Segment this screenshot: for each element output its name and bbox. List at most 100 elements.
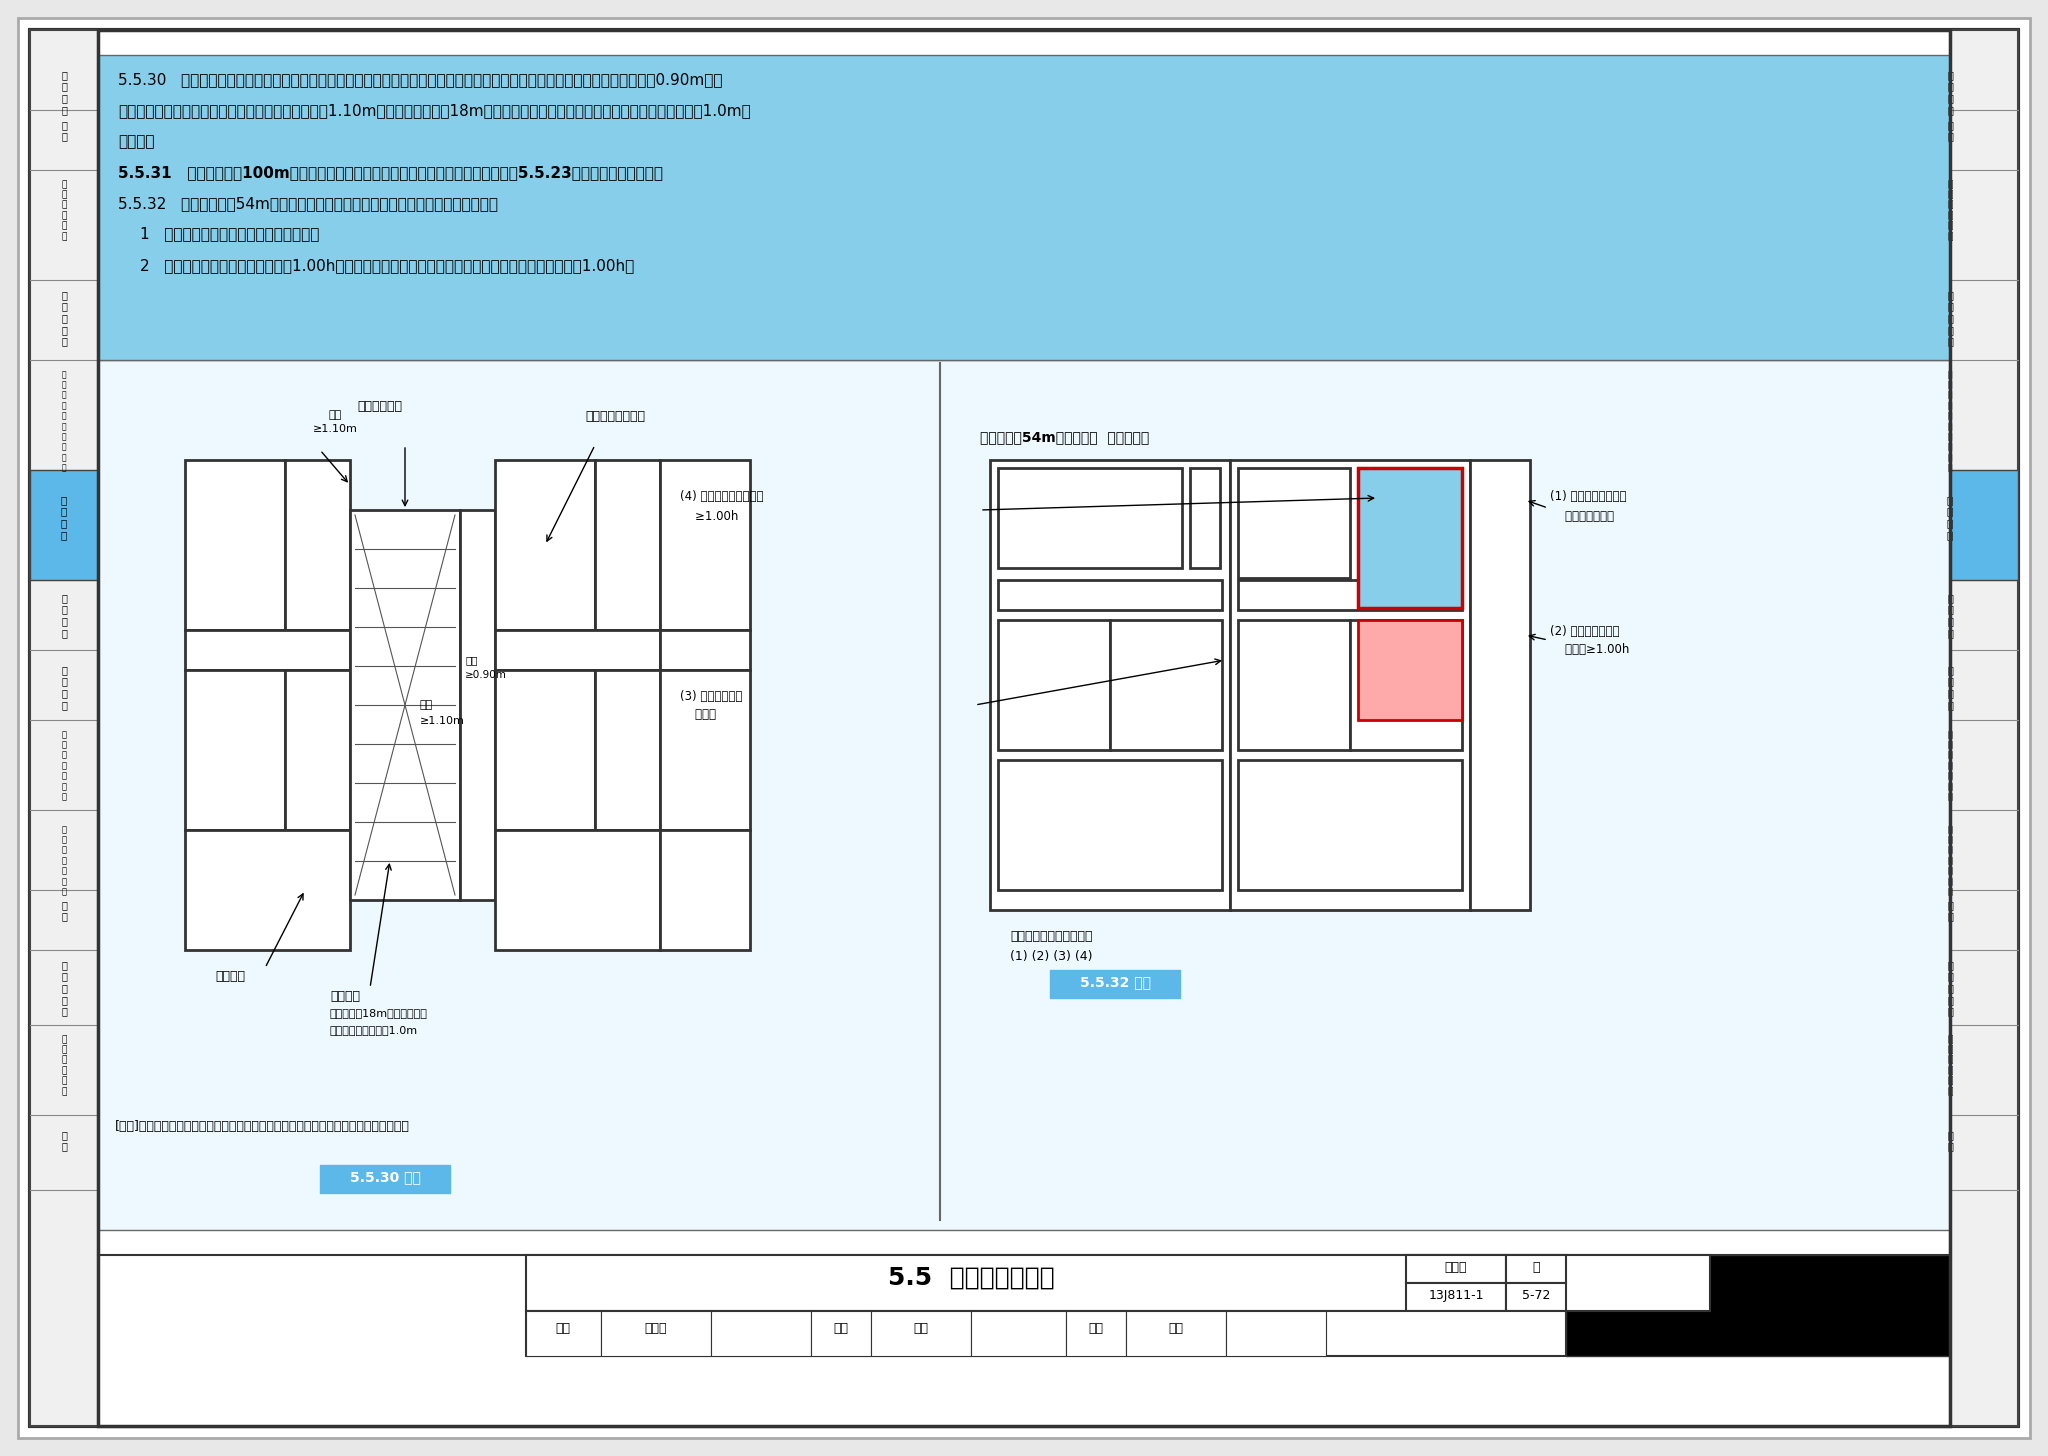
Bar (1126, 1310, 1227, 1356)
Text: (1) (2) (3) (4): (1) (2) (3) (4) (1010, 949, 1092, 962)
Bar (526, 1310, 600, 1356)
Text: 城
市
交
通
隧
道: 城 市 交 通 隧 道 (1948, 1035, 1952, 1096)
Bar (659, 670, 750, 830)
Bar (1567, 1255, 1950, 1356)
Bar (98, 55, 1950, 360)
Bar (811, 1310, 870, 1356)
Text: 校对: 校对 (834, 1322, 848, 1335)
Text: 5.5.30   住宅建筑的户门、安全出口、疏散走道和疏散楼梯的各自总净宽度应经计算确定，且户门和安全出口的净宽度不应小于0.90m，疏: 5.5.30 住宅建筑的户门、安全出口、疏散走道和疏散楼梯的各自总净宽度应经计算… (119, 71, 723, 87)
Text: 5.5.30 图示: 5.5.30 图示 (350, 1171, 420, 1184)
Text: 设计: 设计 (1087, 1322, 1104, 1335)
Text: 建
筑
构
造: 建 筑 构 造 (61, 593, 68, 638)
Text: 5.5.32   建筑高度大于54m的住宅建筑，每户应有一间房间符合下列规定：【图示】: 5.5.32 建筑高度大于54m的住宅建筑，每户应有一间房间符合下列规定：【图示… (119, 197, 498, 211)
Bar (496, 460, 596, 630)
Bar (659, 630, 750, 670)
Text: 目
录: 目 录 (61, 119, 68, 141)
Bar (1110, 620, 1223, 750)
Bar (1950, 31, 2017, 1425)
Bar (1505, 1283, 1567, 1310)
Text: 编
制
说
明: 编 制 说 明 (61, 70, 68, 115)
Bar (659, 830, 750, 949)
Bar (1237, 579, 1462, 610)
Bar (1505, 1255, 1567, 1283)
Bar (1350, 620, 1462, 750)
Text: 供
暖
、
空
调
通
风: 供 暖 、 空 调 通 风 (1948, 826, 1952, 897)
Text: (3) 门宜采用乙级: (3) 门宜采用乙级 (680, 690, 741, 703)
Bar (461, 510, 496, 900)
Bar (659, 460, 750, 630)
Text: 火极限≥1.00h: 火极限≥1.00h (1550, 644, 1630, 657)
Bar (1237, 760, 1462, 890)
Text: 高杰: 高杰 (1169, 1322, 1184, 1335)
Bar (1051, 970, 1180, 997)
Text: 消
防
设
置
和
设
备: 消 防 设 置 和 设 备 (61, 729, 66, 801)
Text: 民
用
建
筑: 民 用 建 筑 (1948, 495, 1954, 540)
Text: 灭
火
设
施: 灭 火 设 施 (61, 665, 68, 709)
Bar (596, 670, 659, 830)
Text: 5.5  安全疏散和避难: 5.5 安全疏散和避难 (887, 1267, 1055, 1290)
Text: 厂
房
和
仓
库: 厂 房 和 仓 库 (61, 290, 68, 347)
Bar (184, 630, 350, 670)
Text: 总
术
符
则
语
号: 总 术 符 则 语 号 (1948, 181, 1952, 242)
Text: 甲
、
乙
丙
类
液
体
储
罐
区: 甲 、 乙 丙 类 液 体 储 罐 区 (1948, 370, 1952, 473)
Bar (997, 760, 1223, 890)
Text: ≥0.90m: ≥0.90m (465, 670, 506, 680)
Text: 1   应靠外墙设置，并应设置可开启外窗；: 1 应靠外墙设置，并应设置可开启外窗； (139, 226, 319, 242)
Text: 甲
、
乙
丙
类
液
体
储
罐
区: 甲 、 乙 丙 类 液 体 储 罐 区 (61, 370, 66, 473)
Text: (1) 靠外墙设置，并应: (1) 靠外墙设置，并应 (1550, 491, 1626, 502)
Bar (600, 1310, 711, 1356)
Text: 灭
火
设
施: 灭 火 设 施 (1948, 665, 1954, 709)
Text: 2   内、外墙体的耐火极限不应低于1.00h，该房间的门宜采用乙级防火门，外窗的耐火完整性不宜低于1.00h。: 2 内、外墙体的耐火极限不应低于1.00h，该房间的门宜采用乙级防火门，外窗的耐… (139, 258, 635, 272)
Bar (1190, 467, 1221, 568)
Text: 建筑高度＜18m的住宅中一边: 建筑高度＜18m的住宅中一边 (330, 1008, 428, 1018)
Text: ≥1.00h: ≥1.00h (680, 510, 739, 523)
Text: 图集号: 图集号 (1444, 1261, 1466, 1274)
Text: 总
术
符
则
语
号: 总 术 符 则 语 号 (61, 181, 68, 242)
Bar (997, 579, 1223, 610)
Bar (496, 670, 596, 830)
Text: [注释]住宅建筑的户门、安全出口、疏散走道和疏散楼梯的各自总净宽度应经计算确定。: [注释]住宅建筑的户门、安全出口、疏散走道和疏散楼梯的各自总净宽度应经计算确定。 (115, 1120, 410, 1133)
Text: ≥1.10m: ≥1.10m (420, 716, 465, 727)
Text: 木
结
构
建
筑: 木 结 构 建 筑 (1948, 960, 1954, 1016)
Text: 目
录: 目 录 (1948, 119, 1954, 141)
Text: 供
暖
、
空
调
通
风: 供 暖 、 空 调 通 风 (61, 826, 66, 897)
Bar (31, 470, 98, 579)
Bar (1407, 1283, 1505, 1310)
Bar (596, 460, 659, 630)
Bar (496, 830, 659, 949)
Bar (1237, 467, 1350, 578)
Bar (350, 510, 461, 900)
Bar (496, 630, 659, 670)
Bar (526, 1310, 1567, 1356)
Text: 5-72: 5-72 (1522, 1289, 1550, 1302)
Text: 建筑高度＞54m的住宅建筑  平面示意图: 建筑高度＞54m的住宅建筑 平面示意图 (981, 430, 1149, 444)
Text: 附
录: 附 录 (1948, 1130, 1954, 1152)
Text: 5.5.31   建筑高度大于100m的住宅建筑应设置避难层，避难层的设置应符合本规范第5.5.23条有关避难层的要求。: 5.5.31 建筑高度大于100m的住宅建筑应设置避难层，避难层的设置应符合本规… (119, 165, 664, 181)
Text: 电
气: 电 气 (61, 900, 68, 922)
Text: 建
筑
构
造: 建 筑 构 造 (1948, 593, 1954, 638)
Text: 户门（安全出口）: 户门（安全出口） (586, 411, 645, 424)
Bar (997, 620, 1110, 750)
Text: (4) 外窗的耐火完整性宜: (4) 外窗的耐火完整性宜 (680, 491, 764, 502)
Text: 疏散走道: 疏散走道 (215, 970, 246, 983)
Text: 蔡曙晴: 蔡曙晴 (645, 1322, 668, 1335)
Bar (537, 1261, 1407, 1305)
Text: 13J811-1: 13J811-1 (1427, 1289, 1483, 1302)
Text: 疏散楼梯: 疏散楼梯 (330, 990, 360, 1003)
Bar (184, 830, 350, 949)
Bar (1358, 620, 1462, 721)
Text: 附
录: 附 录 (61, 1130, 68, 1152)
Text: 消
防
设
置
和
设
备: 消 防 设 置 和 设 备 (1948, 729, 1952, 801)
Bar (1358, 467, 1462, 609)
Text: 净宽: 净宽 (328, 411, 342, 419)
Text: 散走道、疏散楼梯和首层疏散外门的净宽度不应小于1.10m。建筑高度不大于18m的住宅中一边设置栏杆的疏散楼梯，其净宽度不应小于1.0m。: 散走道、疏散楼梯和首层疏散外门的净宽度不应小于1.10m。建筑高度不大于18m的… (119, 103, 752, 118)
Bar (1407, 1255, 1505, 1283)
Bar (711, 1310, 811, 1356)
Bar (184, 670, 285, 830)
Bar (1227, 1310, 1325, 1356)
Text: 【图示】: 【图示】 (119, 134, 154, 149)
Bar (98, 360, 1950, 1230)
Bar (285, 670, 350, 830)
Text: 设置可开启外窗: 设置可开启外窗 (1550, 510, 1614, 523)
Text: 净宽: 净宽 (465, 655, 477, 665)
